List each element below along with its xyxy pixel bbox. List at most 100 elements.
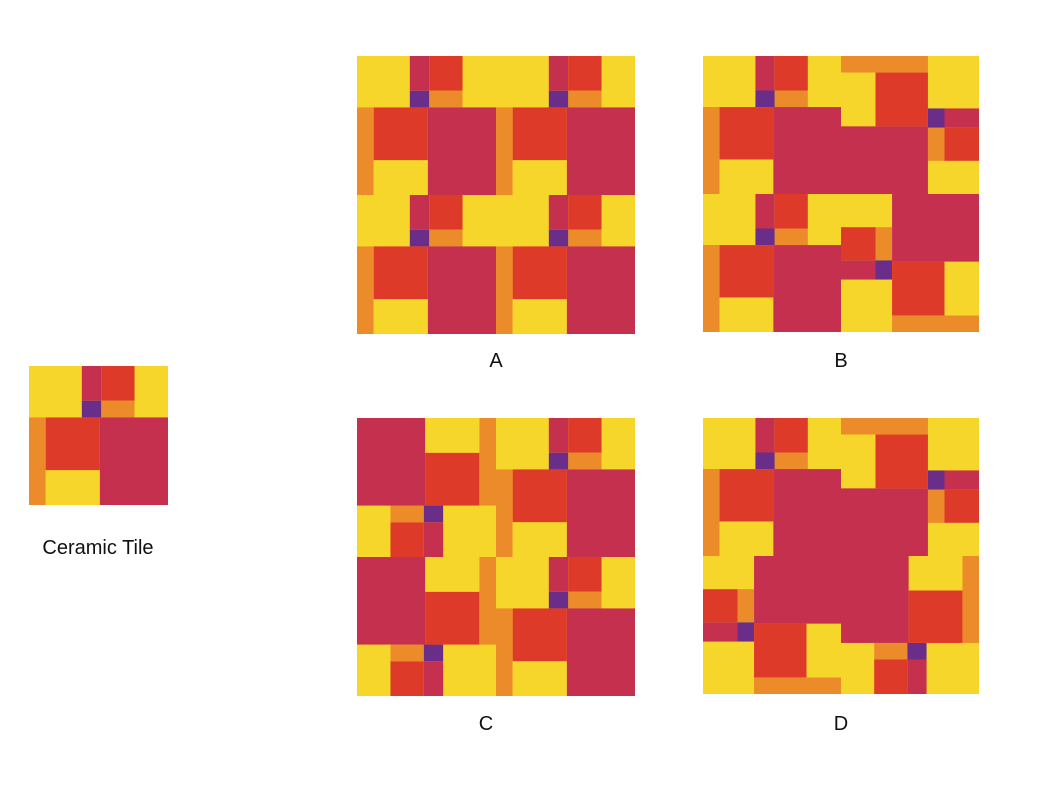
- ceramic-tile-art: [29, 366, 168, 505]
- tile-block: [443, 644, 496, 696]
- tile-block: [703, 194, 756, 246]
- tile-block: [373, 160, 428, 195]
- tile-block: [409, 56, 430, 91]
- tile-block: [841, 56, 928, 73]
- tile-block: [101, 366, 135, 401]
- tile-block: [566, 246, 635, 334]
- tile-block: [548, 195, 569, 230]
- pattern-tile: [496, 557, 635, 696]
- tile-block: [907, 642, 927, 660]
- tile-block: [807, 56, 841, 108]
- option-b-pattern: [703, 56, 979, 332]
- tile-block: [841, 488, 928, 556]
- tile-block: [425, 452, 480, 506]
- tile-block: [601, 418, 635, 470]
- tile-block: [512, 469, 567, 523]
- pattern-tile: [357, 418, 496, 557]
- tile-block: [29, 366, 82, 418]
- tile-block: [755, 194, 775, 229]
- tile-block: [423, 505, 444, 523]
- tile-block: [875, 260, 893, 280]
- tile-block: [926, 642, 979, 694]
- tile-block: [390, 644, 424, 662]
- tile-block: [548, 229, 569, 247]
- tile-block: [409, 90, 430, 108]
- tile-block: [841, 642, 875, 694]
- tile-block: [409, 229, 430, 247]
- tile-block: [841, 434, 876, 489]
- pattern-tile: [357, 56, 496, 195]
- tile-block: [719, 521, 774, 556]
- tile-block: [462, 195, 496, 247]
- tile-block: [841, 556, 909, 643]
- tile-block: [927, 522, 979, 556]
- tile-block: [566, 469, 635, 557]
- tile-block: [566, 107, 635, 195]
- tile-block: [892, 315, 979, 332]
- tile-block: [357, 246, 374, 334]
- ceramic-tile: [29, 366, 168, 505]
- tile-block: [496, 56, 549, 108]
- tile-block: [429, 229, 463, 247]
- tile-block: [774, 56, 808, 91]
- tile-block: [755, 56, 775, 91]
- tile-block: [45, 470, 100, 505]
- tile-block: [390, 661, 424, 696]
- tile-block: [512, 608, 567, 662]
- tile-block: [754, 623, 807, 678]
- tile-block: [841, 194, 893, 228]
- tile-block: [807, 418, 841, 470]
- tile-block: [427, 107, 496, 195]
- tile-block: [875, 227, 893, 261]
- tile-block: [841, 72, 876, 127]
- tile-block: [101, 400, 135, 418]
- pattern-tile: [357, 557, 496, 696]
- tile-block: [892, 261, 945, 316]
- tile-block: [875, 72, 928, 127]
- tile-block: [568, 195, 602, 230]
- tile-block: [773, 107, 841, 194]
- tile-block: [134, 366, 168, 418]
- tile-block: [703, 622, 738, 642]
- tile-block: [737, 622, 755, 642]
- tile-block: [703, 107, 720, 194]
- tile-block: [841, 227, 876, 261]
- tile-block: [390, 505, 424, 523]
- tile-block: [373, 107, 428, 161]
- tile-block: [927, 127, 945, 161]
- tile-block: [719, 107, 774, 160]
- pattern-tile: [357, 195, 496, 334]
- tile-block: [373, 246, 428, 300]
- tile-block: [357, 56, 410, 108]
- tile-block: [944, 470, 979, 490]
- tile-block: [568, 90, 602, 108]
- tile-block: [462, 56, 496, 108]
- tile-block: [496, 246, 513, 334]
- tile-block: [390, 522, 424, 557]
- tile-block: [512, 107, 567, 161]
- tile-block: [755, 418, 775, 453]
- tile-block: [874, 659, 908, 694]
- tile-block: [927, 56, 979, 109]
- tile-block: [774, 452, 808, 470]
- option-c-pattern: [357, 418, 635, 696]
- tile-block: [548, 56, 569, 91]
- tile-block: [773, 469, 841, 556]
- tile-block: [443, 505, 496, 557]
- tile-block: [512, 661, 567, 696]
- tile-block: [774, 228, 808, 246]
- tile-block: [841, 418, 928, 435]
- tile-block: [927, 470, 945, 490]
- tile-block: [719, 469, 774, 522]
- pattern-tile: [703, 194, 841, 332]
- tile-block: [425, 557, 480, 592]
- option-a-label: A: [489, 350, 503, 372]
- tile-block: [737, 589, 755, 623]
- tile-block: [45, 417, 100, 471]
- tile-block: [703, 56, 756, 108]
- tile-block: [719, 245, 774, 298]
- tile-block: [703, 469, 720, 556]
- tile-block: [429, 90, 463, 108]
- tile-block: [774, 90, 808, 108]
- tile-block: [373, 299, 428, 334]
